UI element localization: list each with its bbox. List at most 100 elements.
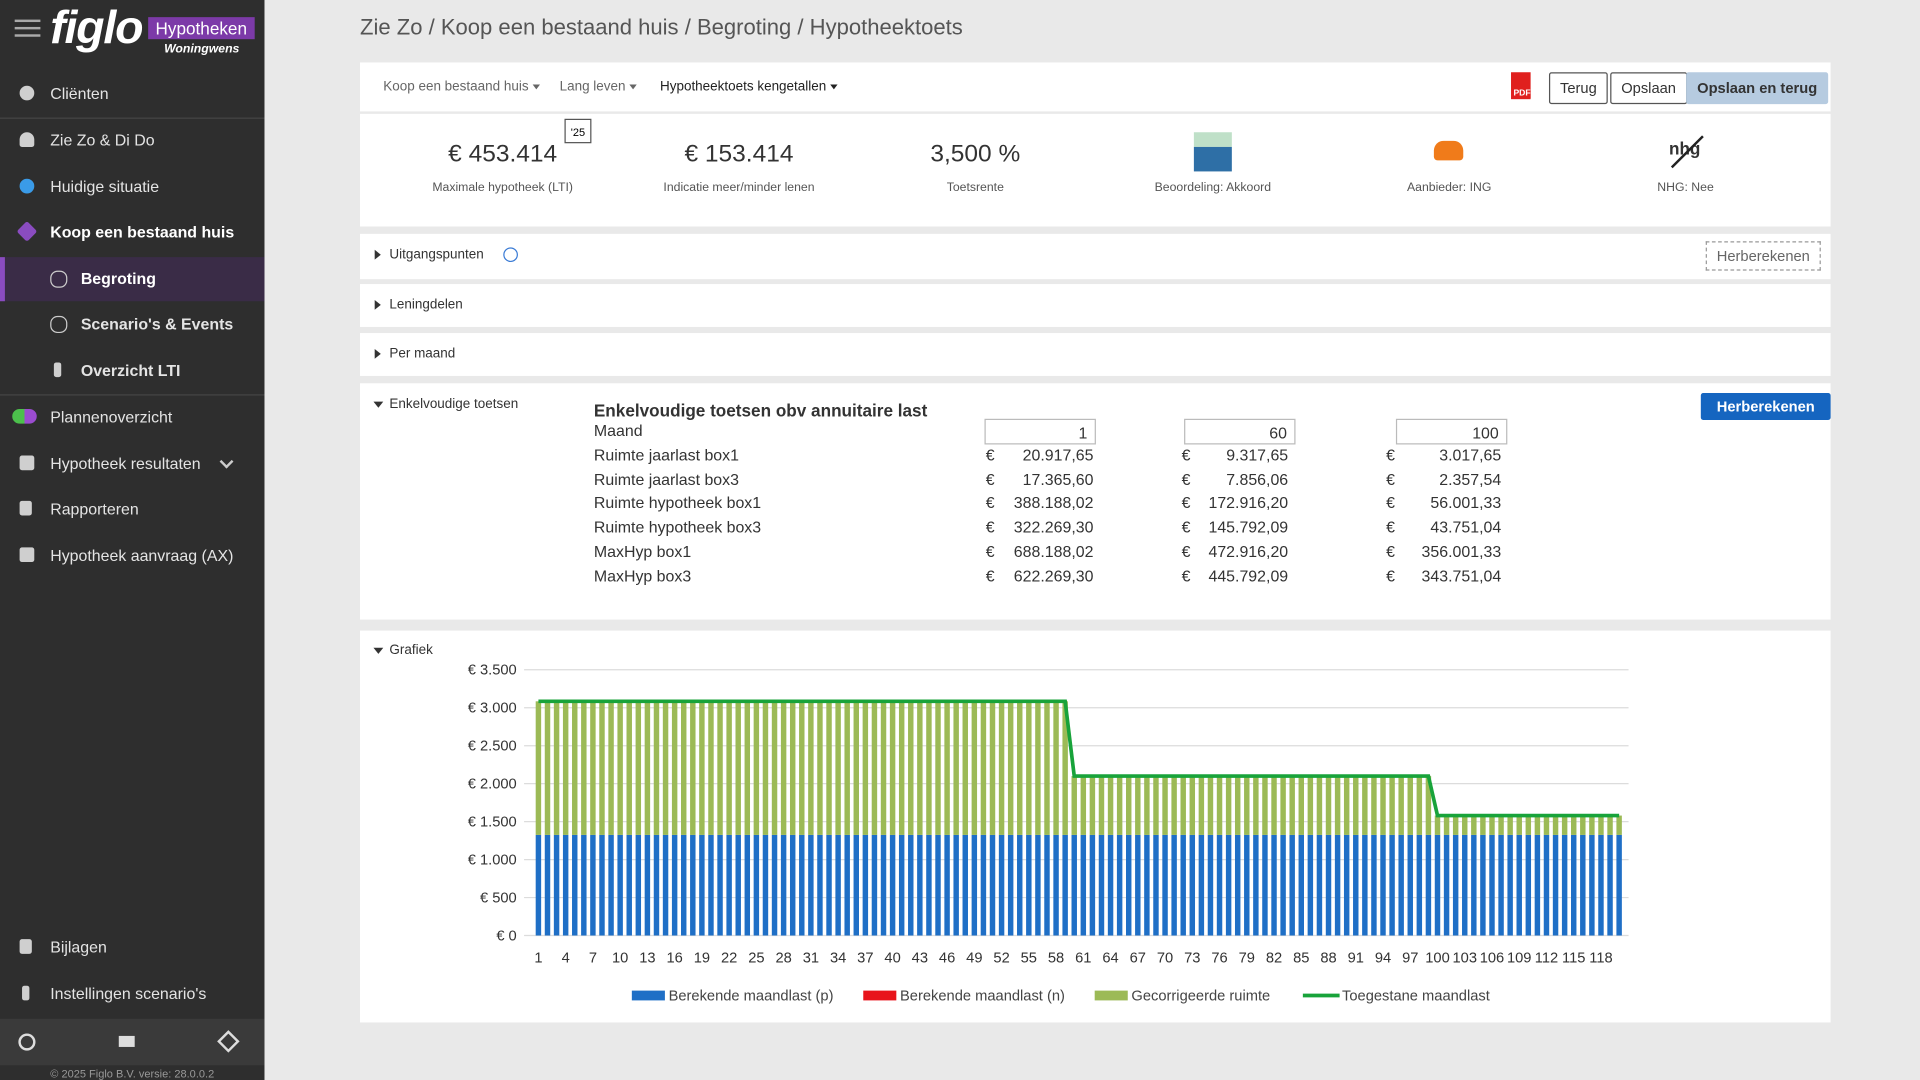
y-tick-label: € 2.500 — [468, 739, 517, 755]
section-title[interactable]: Grafiek — [389, 642, 433, 658]
input[interactable]: 60 — [1184, 418, 1296, 445]
x-tick-label: 94 — [1375, 950, 1391, 966]
menu-label: Koop een bestaand huis — [50, 222, 235, 242]
bar — [1171, 834, 1177, 936]
menu-item[interactable]: Zie Zo & Di Do — [0, 119, 264, 163]
bar — [553, 834, 560, 936]
decoration — [19, 178, 35, 194]
bar — [1616, 815, 1622, 835]
x-tick-label: 1 — [534, 950, 542, 966]
bar — [917, 701, 923, 835]
menu-item[interactable]: Scenario's & Events — [0, 302, 264, 346]
menu-item[interactable]: Plannenoverzicht — [0, 396, 264, 440]
menu-item[interactable]: Cliënten — [0, 72, 264, 116]
bar — [926, 701, 932, 835]
bar — [1262, 776, 1268, 835]
bar — [962, 701, 968, 835]
bar — [1561, 815, 1568, 835]
bar — [1407, 776, 1413, 835]
menu-item[interactable]: Bijlagen — [0, 926, 264, 970]
bar — [1443, 815, 1450, 835]
button[interactable]: Herberekenen — [1700, 393, 1831, 421]
bar — [880, 834, 887, 936]
bar — [953, 834, 959, 936]
bar — [1416, 834, 1423, 936]
cell-value: 3.017,65 — [1439, 445, 1502, 464]
bar — [1334, 776, 1341, 835]
hamburger[interactable] — [14, 19, 41, 23]
bar — [1126, 834, 1132, 936]
menu-item[interactable]: Hypotheek resultaten — [0, 442, 264, 486]
logo-badge: Hypotheken — [148, 17, 255, 40]
menu-item[interactable]: Instellingen scenario's — [0, 972, 264, 1016]
dropdown[interactable]: Hypotheektoets kengetallen — [660, 79, 838, 95]
currency: € — [1386, 469, 1395, 489]
button[interactable]: Opslaan — [1610, 72, 1687, 105]
decoration — [50, 270, 68, 288]
pdf-icon[interactable]: PDF — [1511, 72, 1531, 100]
bar — [617, 834, 623, 936]
section-title[interactable]: Leningdelen — [389, 297, 463, 313]
bar — [898, 701, 905, 835]
button[interactable]: Opslaan en terug — [1686, 72, 1829, 105]
button[interactable]: Terug — [1548, 72, 1608, 105]
y-tick-label: € 1.000 — [468, 852, 517, 868]
currency: € — [985, 566, 995, 586]
bar — [1017, 834, 1023, 936]
menu-item[interactable]: Rapporteren — [0, 487, 264, 531]
kpi-label: Toetsrente — [946, 181, 1004, 195]
button[interactable]: Herberekenen — [1705, 241, 1821, 271]
bar — [980, 701, 987, 835]
bar — [1362, 834, 1368, 936]
bar — [1062, 834, 1068, 936]
bar — [1253, 776, 1259, 835]
bar — [753, 834, 760, 936]
bar — [1398, 834, 1404, 936]
input[interactable]: 100 — [1395, 418, 1508, 445]
bar — [590, 701, 596, 835]
bar — [1452, 815, 1459, 835]
section-title[interactable]: Enkelvoudige toetsen — [389, 396, 519, 412]
bar — [1353, 834, 1359, 936]
mail-icon[interactable] — [118, 1035, 135, 1047]
provider-logo — [1433, 140, 1464, 161]
tools-icon[interactable] — [217, 1030, 240, 1053]
help-icon[interactable] — [503, 247, 518, 263]
menu-item[interactable]: Begroting — [0, 257, 265, 302]
bar — [1089, 834, 1096, 936]
bar — [1589, 834, 1595, 936]
bar — [1062, 701, 1068, 835]
bar — [1171, 776, 1177, 835]
section-title[interactable]: Per maand — [389, 346, 456, 362]
dropdown[interactable]: Koop een bestaand huis — [383, 80, 540, 94]
cell-value: 17.365,60 — [1022, 469, 1094, 489]
legend-label: Berekende maandlast (n) — [900, 988, 1065, 1004]
bar — [1116, 776, 1123, 835]
bar — [1289, 834, 1295, 936]
bar — [1098, 834, 1105, 936]
bar — [708, 834, 714, 936]
dropdown-label: Hypotheektoets kengetallen — [660, 79, 827, 95]
menu-item[interactable]: Overzicht LTI — [0, 349, 264, 393]
x-tick-label: 70 — [1157, 950, 1173, 966]
menu-item[interactable]: Huidige situatie — [0, 165, 264, 209]
menu-item[interactable]: Koop een bestaand huis — [0, 211, 264, 255]
bar — [1343, 834, 1350, 936]
menu-item[interactable]: Hypotheek aanvraag (AX) — [0, 534, 264, 578]
section-title[interactable]: Uitgangspunten — [389, 247, 484, 263]
bar — [562, 701, 569, 835]
bar — [1543, 834, 1550, 936]
bar — [1371, 834, 1377, 936]
input[interactable]: 1 — [984, 418, 1096, 445]
dropdown[interactable]: Lang leven — [560, 80, 637, 94]
kpi-label: Aanbieder: ING — [1406, 181, 1492, 195]
x-tick-label: 76 — [1211, 950, 1227, 966]
bar — [1471, 815, 1477, 835]
bar — [1225, 834, 1232, 936]
bar — [1135, 834, 1141, 936]
bar — [1071, 834, 1077, 936]
logout-icon[interactable] — [18, 1033, 36, 1051]
calendar-badge[interactable]: '25 — [564, 118, 592, 144]
bar — [1262, 834, 1268, 936]
